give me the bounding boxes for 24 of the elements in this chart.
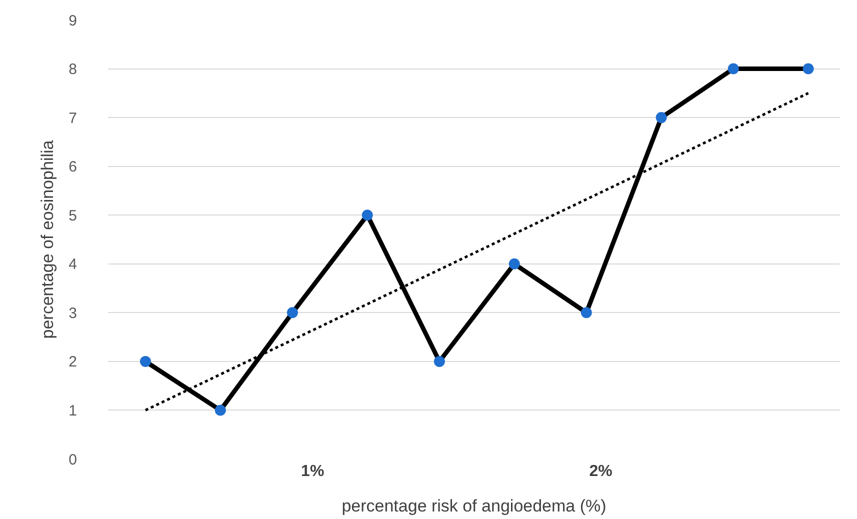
y-tick-label: 1 xyxy=(68,402,77,420)
y-tick-label: 3 xyxy=(68,304,77,322)
y-axis-title: percentage of eosinophilia xyxy=(38,140,58,339)
y-tick-label: 7 xyxy=(68,110,77,127)
x-axis-title: percentage risk of angioedema (%) xyxy=(342,496,606,516)
y-tick-label: 2 xyxy=(68,354,77,371)
point xyxy=(286,307,298,318)
x-tick-label: 2% xyxy=(589,463,612,480)
point xyxy=(214,404,226,416)
point xyxy=(140,356,151,367)
point xyxy=(656,112,667,124)
point xyxy=(580,307,592,318)
y-tick-label: 0 xyxy=(68,451,77,468)
x-tick-label: 1% xyxy=(301,463,324,480)
point xyxy=(728,63,739,74)
point xyxy=(508,258,520,270)
point xyxy=(434,356,445,367)
y-tick-label: 5 xyxy=(68,207,77,224)
y-tick-label: 8 xyxy=(68,61,77,78)
y-tick-label: 9 xyxy=(68,12,77,30)
point xyxy=(362,210,373,221)
point xyxy=(802,63,814,74)
y-tick-label: 4 xyxy=(68,256,77,274)
y-tick-label: 6 xyxy=(68,158,77,176)
